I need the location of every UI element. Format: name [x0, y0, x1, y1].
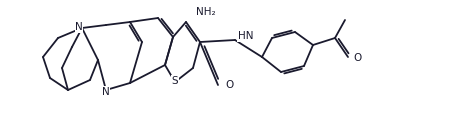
Text: N: N	[75, 22, 83, 32]
Text: O: O	[225, 80, 233, 90]
Text: N: N	[102, 87, 110, 97]
Text: HN: HN	[238, 31, 253, 41]
Text: O: O	[353, 53, 361, 63]
Text: NH₂: NH₂	[196, 7, 216, 17]
Text: S: S	[172, 76, 178, 86]
